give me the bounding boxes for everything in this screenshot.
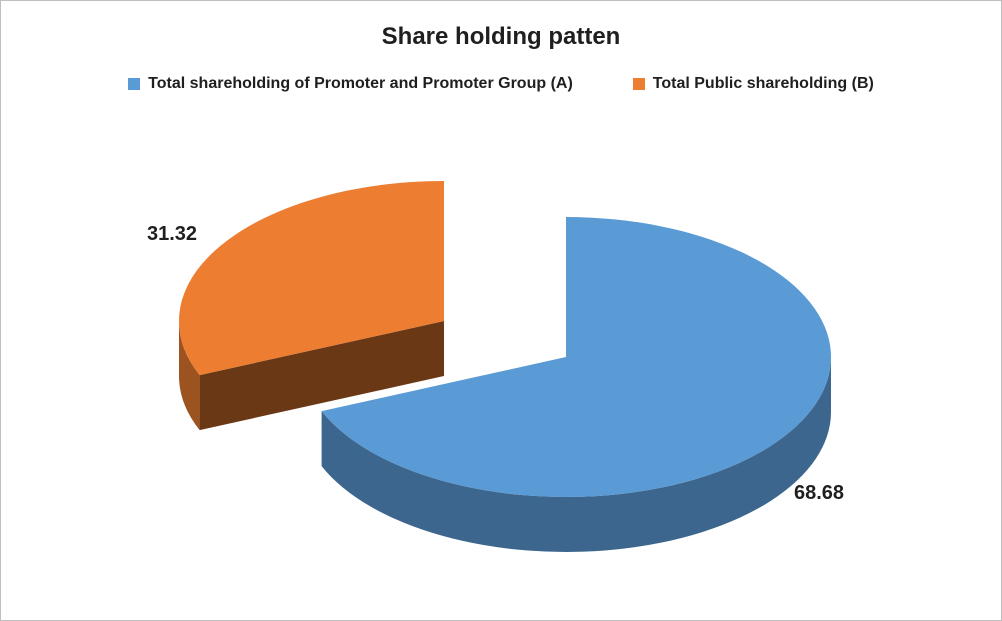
pie-slice-rim-0[interactable] — [321, 357, 831, 552]
pie-slice-cut-face-1[interactable] — [199, 321, 444, 431]
chart-legend: Total shareholding of Promoter and Promo… — [1, 75, 1001, 93]
pie-slice-top-1[interactable] — [179, 181, 444, 376]
legend-swatch-orange-icon — [632, 78, 645, 90]
data-label-promoter-group: 68.68 — [794, 482, 845, 504]
chart-title: Share holding patten — [381, 23, 621, 50]
legend-swatch-blue-icon — [128, 78, 141, 90]
legend-item-public[interactable]: Total Public shareholding (B) — [632, 75, 874, 93]
legend-item-promoter-group[interactable]: Total shareholding of Promoter and Promo… — [128, 75, 573, 93]
pie-slice-rim-1[interactable] — [179, 321, 200, 431]
data-label-public: 31.32 — [147, 223, 198, 245]
legend-label-public: Total Public shareholding (B) — [652, 75, 874, 92]
pie-slice-top-0[interactable] — [321, 217, 832, 497]
legend-label-promoter-group: Total shareholding of Promoter and Promo… — [148, 75, 573, 92]
